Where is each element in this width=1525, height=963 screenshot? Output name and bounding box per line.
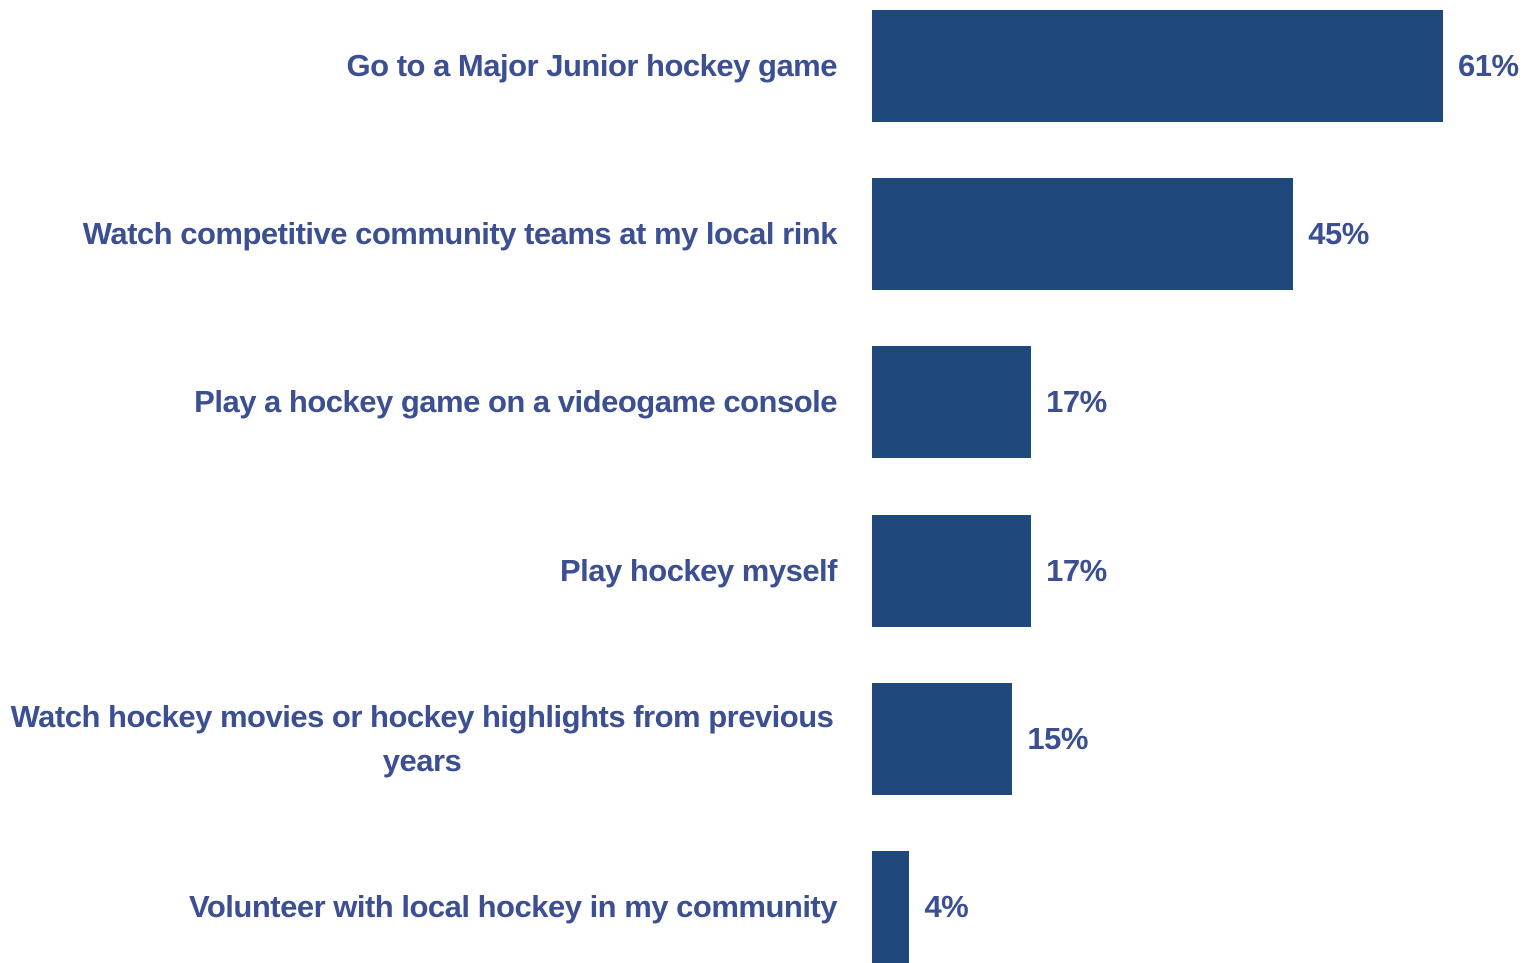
value-label: 17% — [1046, 552, 1107, 588]
category-label: Watch competitive community teams at my … — [82, 216, 838, 252]
value-label: 61% — [1458, 48, 1519, 83]
value-label: 15% — [1027, 720, 1088, 756]
bar — [872, 682, 1013, 795]
category-label: Go to a Major Junior hockey game — [346, 48, 838, 83]
bar — [872, 10, 1443, 122]
value-label: 4% — [924, 889, 969, 924]
bar — [872, 851, 910, 963]
bar — [872, 346, 1032, 459]
category-label: Play a hockey game on a videogame consol… — [194, 384, 837, 420]
value-label: 17% — [1046, 384, 1107, 420]
bar — [872, 514, 1032, 627]
category-label: Volunteer with local hockey in my commun… — [188, 889, 838, 924]
bar — [872, 178, 1294, 291]
value-label: 45% — [1308, 216, 1369, 252]
category-label: Watch hockey movies or hockey highlights… — [10, 698, 834, 778]
category-label: Play hockey myself — [559, 552, 838, 588]
